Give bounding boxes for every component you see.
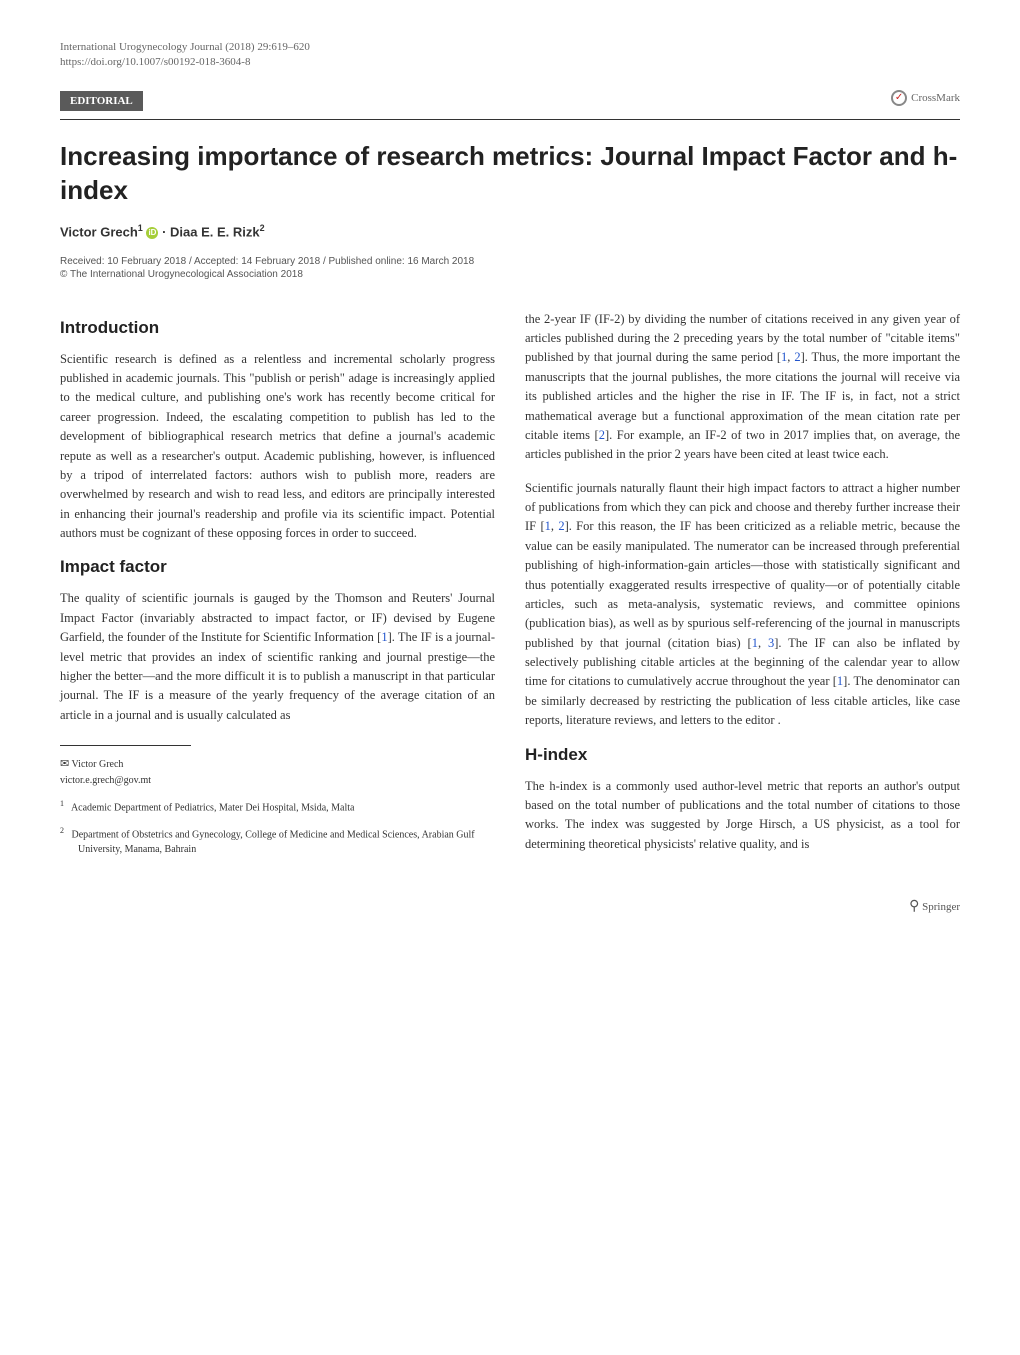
impact-factor-paragraph-2: the 2-year IF (IF-2) by dividing the num… xyxy=(525,310,960,465)
envelope-icon: ✉ xyxy=(60,756,69,773)
publisher-name: Springer xyxy=(922,901,960,913)
corresponding-email[interactable]: victor.e.grech@gov.mt xyxy=(60,775,151,786)
two-column-layout: Introduction Scientific research is defi… xyxy=(60,310,960,868)
author-separator: · xyxy=(162,225,170,240)
h-index-paragraph-1: The h-index is a commonly used author-le… xyxy=(525,777,960,855)
text-span: , xyxy=(758,636,768,650)
impact-factor-paragraph-1: The quality of scientific journals is ga… xyxy=(60,589,495,725)
section-heading-h-index: H-index xyxy=(525,745,960,765)
article-dates: Received: 10 February 2018 / Accepted: 1… xyxy=(60,256,960,267)
header-rule xyxy=(60,119,960,120)
publisher-footer: ⚲ Springer xyxy=(60,898,960,915)
author-2: Diaa E. E. Rizk xyxy=(170,225,260,240)
copyright-line: © The International Urogynecological Ass… xyxy=(60,269,960,280)
author-1: Victor Grech xyxy=(60,225,138,240)
left-column: Introduction Scientific research is defi… xyxy=(60,310,495,868)
crossmark-badge[interactable]: ✓ CrossMark xyxy=(891,90,960,106)
footnote-divider xyxy=(60,745,191,746)
text-span: ]. For this reason, the IF has been crit… xyxy=(525,519,960,649)
corresponding-author: ✉ Victor Grech victor.e.grech@gov.mt xyxy=(60,756,495,788)
author-1-affil: 1 xyxy=(138,223,143,233)
author-list: Victor Grech1 iD · Diaa E. E. Rizk2 xyxy=(60,223,960,239)
article-category: EDITORIAL xyxy=(60,91,143,111)
impact-factor-paragraph-3: Scientific journals naturally flaunt the… xyxy=(525,479,960,731)
orcid-icon[interactable]: iD xyxy=(146,227,158,239)
journal-citation: International Urogynecology Journal (201… xyxy=(60,40,960,55)
article-title: Increasing importance of research metric… xyxy=(60,140,960,208)
crossmark-icon: ✓ xyxy=(891,90,907,106)
corresponding-name: Victor Grech xyxy=(72,759,124,770)
right-column: the 2-year IF (IF-2) by dividing the num… xyxy=(525,310,960,868)
section-heading-introduction: Introduction xyxy=(60,318,495,338)
affiliation-2: 2 Department of Obstetrics and Gynecolog… xyxy=(60,825,495,857)
affiliation-1-num: 1 xyxy=(60,799,64,808)
affiliation-1-text: Academic Department of Pediatrics, Mater… xyxy=(71,802,355,813)
introduction-paragraph: Scientific research is defined as a rele… xyxy=(60,350,495,544)
section-heading-impact-factor: Impact factor xyxy=(60,557,495,577)
affiliation-2-text: Department of Obstetrics and Gynecology,… xyxy=(72,829,475,855)
author-2-affil: 2 xyxy=(260,223,265,233)
doi-link[interactable]: https://doi.org/10.1007/s00192-018-3604-… xyxy=(60,55,960,70)
affiliation-1: 1 Academic Department of Pediatrics, Mat… xyxy=(60,798,495,815)
springer-icon: ⚲ xyxy=(909,898,919,915)
affiliation-2-num: 2 xyxy=(60,826,64,835)
crossmark-label: CrossMark xyxy=(911,92,960,104)
header-meta: International Urogynecology Journal (201… xyxy=(60,40,960,71)
